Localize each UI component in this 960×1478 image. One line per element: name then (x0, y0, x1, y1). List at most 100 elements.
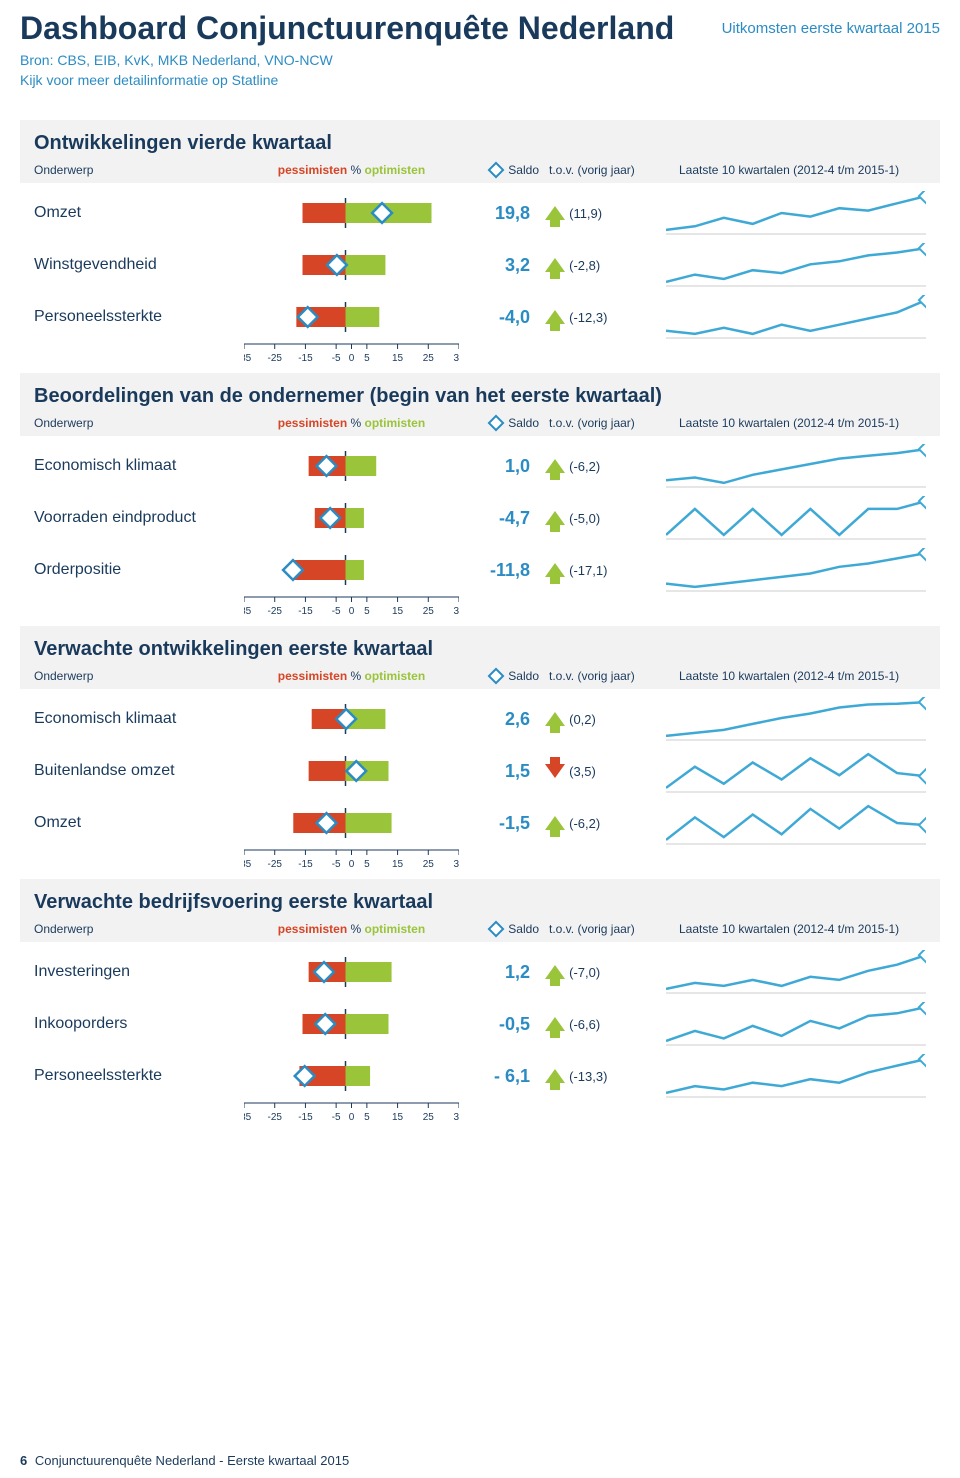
svg-text:35: 35 (453, 859, 459, 870)
section-header: Verwachte bedrijfsvoering eerste kwartaa… (20, 879, 940, 942)
indicator-row: Inkooporders-0,5(-6,6) (20, 998, 940, 1050)
section-title: Verwachte bedrijfsvoering eerste kwartaa… (34, 891, 926, 914)
tov-value: (-6,6) (569, 1017, 666, 1032)
svg-text:-15: -15 (298, 606, 313, 617)
svg-text:5: 5 (364, 1112, 370, 1123)
indicator-label: Omzet (34, 814, 238, 832)
sparkline (666, 191, 926, 235)
col-legend: pessimisten % optimisten (244, 163, 459, 177)
bar-cell (238, 555, 453, 585)
arrow-up-icon (545, 1017, 565, 1031)
column-headers: Onderwerppessimisten % optimistenSaldot.… (34, 163, 926, 177)
spark-cell (666, 697, 926, 741)
svg-text:0: 0 (349, 859, 355, 870)
tov-value: (-13,3) (569, 1069, 666, 1084)
svg-text:-35: -35 (244, 859, 252, 870)
source-line1: Bron: CBS, EIB, KvK, MKB Nederland, VNO-… (20, 51, 674, 71)
trend-arrow (540, 712, 569, 726)
indicator-row: Personeelssterkte- 6,1(-13,3) (20, 1050, 940, 1102)
spark-cell (666, 1054, 926, 1098)
bar-cell (238, 250, 453, 280)
axis-row: -35-25-15-505152535 (20, 849, 940, 879)
page-number: 6 (20, 1453, 27, 1468)
svg-text:0: 0 (349, 353, 355, 364)
bar-chart (238, 808, 453, 838)
tov-value: (-12,3) (569, 310, 666, 325)
col-spark: Laatste 10 kwartalen (2012-4 t/m 2015-1) (679, 922, 926, 936)
sparkline (666, 548, 926, 592)
svg-text:-35: -35 (244, 1112, 252, 1123)
tov-value: (3,5) (569, 764, 666, 779)
svg-text:-25: -25 (267, 353, 282, 364)
saldo-value: -11,8 (453, 560, 541, 581)
spark-cell (666, 243, 926, 287)
svg-text:-5: -5 (332, 859, 341, 870)
tov-value: (-2,8) (569, 258, 666, 273)
arrow-up-icon (545, 258, 565, 272)
saldo-value: -4,0 (453, 307, 541, 328)
arrow-up-icon (545, 712, 565, 726)
svg-text:15: 15 (392, 859, 404, 870)
sparkline (666, 801, 926, 845)
source-line2: Kijk voor meer detailinformatie op Statl… (20, 71, 674, 91)
svg-text:-15: -15 (298, 353, 313, 364)
section-header: Ontwikkelingen vierde kwartaal Onderwerpp… (20, 120, 940, 183)
section-title: Ontwikkelingen vierde kwartaal (34, 132, 926, 155)
sparkline (666, 950, 926, 994)
saldo-value: 19,8 (453, 203, 541, 224)
tov-value: (-5,0) (569, 511, 666, 526)
spark-cell (666, 548, 926, 592)
trend-arrow (540, 563, 569, 577)
svg-text:35: 35 (453, 1112, 459, 1123)
diamond-icon (488, 668, 505, 685)
tov-value: (-7,0) (569, 965, 666, 980)
indicator-row: Voorraden eindproduct-4,7(-5,0) (20, 492, 940, 544)
diamond-icon (488, 415, 505, 432)
indicator-label: Winstgevendheid (34, 256, 238, 274)
indicator-row: Omzet19,8(11,9) (20, 187, 940, 239)
svg-text:-25: -25 (267, 606, 282, 617)
col-tov: t.o.v. (vorig jaar) (549, 922, 679, 936)
svg-text:-25: -25 (267, 859, 282, 870)
section-header: Beoordelingen van de ondernemer (begin v… (20, 373, 940, 436)
indicator-row: Personeelssterkte -4,0 (-12,3) (20, 291, 940, 343)
spark-cell (666, 444, 926, 488)
spark-cell (666, 801, 926, 845)
bar-chart (238, 198, 453, 228)
indicator-label: Personeelssterkte (34, 308, 238, 326)
column-headers: Onderwerppessimisten % optimistenSaldot.… (34, 922, 926, 936)
saldo-value: - 6,1 (453, 1066, 541, 1087)
svg-text:25: 25 (423, 859, 435, 870)
sparkline (666, 243, 926, 287)
sparkline (666, 1002, 926, 1046)
col-onderwerp: Onderwerp (34, 922, 244, 936)
spark-cell (666, 295, 926, 339)
bar-chart (238, 957, 453, 987)
bar-chart (238, 555, 453, 585)
spark-cell (666, 950, 926, 994)
trend-arrow (540, 258, 569, 272)
spark-cell (666, 1002, 926, 1046)
saldo-value: 3,2 (453, 255, 541, 276)
col-legend: pessimisten % optimisten (244, 669, 459, 683)
arrow-up-icon (545, 206, 565, 220)
bar-cell (238, 1009, 453, 1039)
arrow-up-icon (545, 563, 565, 577)
svg-text:35: 35 (453, 353, 459, 364)
svg-text:25: 25 (423, 1112, 435, 1123)
arrow-up-icon (545, 459, 565, 473)
col-tov: t.o.v. (vorig jaar) (549, 669, 679, 683)
svg-text:-5: -5 (332, 606, 341, 617)
spark-cell (666, 191, 926, 235)
col-onderwerp: Onderwerp (34, 669, 244, 683)
bar-cell (238, 756, 453, 786)
svg-text:15: 15 (392, 353, 404, 364)
bar-cell (238, 302, 453, 332)
page-header: Dashboard Conjunctuurenquête Nederland B… (20, 10, 940, 90)
col-tov: t.o.v. (vorig jaar) (549, 163, 679, 177)
bar-axis: -35-25-15-505152535 (244, 596, 459, 620)
indicator-label: Inkooporders (34, 1015, 238, 1033)
saldo-value: 1,2 (453, 962, 541, 983)
indicator-label: Voorraden eindproduct (34, 509, 238, 527)
indicator-row: Economisch klimaat2,6(0,2) (20, 693, 940, 745)
